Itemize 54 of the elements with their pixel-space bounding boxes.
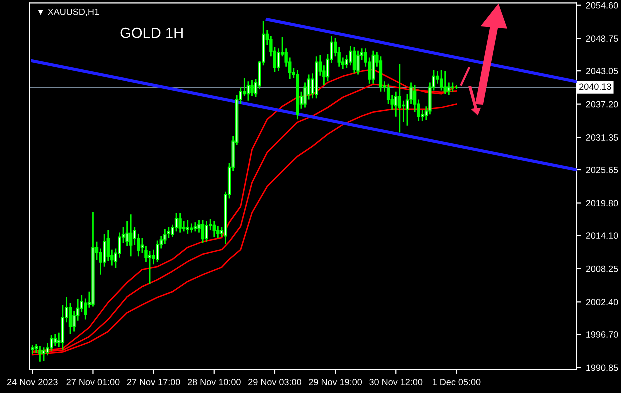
candlestick xyxy=(372,50,375,85)
candlestick xyxy=(194,222,198,232)
candlestick xyxy=(440,70,444,92)
y-tick-label: 2019.80 xyxy=(586,200,618,207)
candlestick xyxy=(444,70,447,95)
candlestick xyxy=(246,80,250,102)
candlestick xyxy=(216,225,220,240)
candlestick xyxy=(164,228,167,245)
candlestick xyxy=(243,77,246,98)
y-tick-label: 2043.05 xyxy=(586,68,618,74)
y-tick-label: 2048.75 xyxy=(586,36,618,42)
x-tick-label: 27 Nov 01:00 xyxy=(66,379,120,386)
x-tick-label: 24 Nov 2023 xyxy=(8,379,58,386)
candlestick xyxy=(148,250,152,286)
candlestick xyxy=(205,220,208,243)
candlestick xyxy=(212,220,216,238)
candlestick xyxy=(190,223,194,234)
x-tick-label: 29 Nov 03:00 xyxy=(248,379,302,386)
x-tick-label: 28 Nov 10:00 xyxy=(188,379,241,386)
x-tick-label: 27 Nov 17:00 xyxy=(127,379,180,386)
candlestick xyxy=(186,220,190,235)
y-tick-label: 2002.40 xyxy=(586,299,618,306)
candlestick xyxy=(54,333,57,348)
candlestick xyxy=(250,80,254,98)
y-tick-label: 1990.85 xyxy=(586,364,618,372)
candlestick xyxy=(352,46,356,74)
y-tick-label: 2014.10 xyxy=(586,232,618,240)
y-tick-label: 2025.65 xyxy=(586,166,618,174)
candlestick xyxy=(451,82,455,93)
candlestick xyxy=(38,346,42,363)
y-tick-label: 2037.20 xyxy=(586,101,618,108)
text: ▼ XAUUSD,H1 xyxy=(38,8,100,16)
y-tick-label: 2008.25 xyxy=(586,266,618,272)
candlestick xyxy=(178,212,182,234)
annotation: GOLD 1H xyxy=(120,28,183,38)
candlestick xyxy=(126,220,129,248)
ref-line-label: 2040.13 xyxy=(580,84,612,90)
candlestick xyxy=(398,64,402,134)
y-tick-label: 2031.35 xyxy=(586,134,618,141)
y-tick-label: 1996.70 xyxy=(586,332,618,338)
candlestick xyxy=(394,91,398,118)
candlestick xyxy=(448,82,451,96)
y-tick-label: 2054.60 xyxy=(586,2,618,9)
x-tick-label: 29 Nov 19:00 xyxy=(309,379,362,386)
candlestick xyxy=(156,240,160,264)
candlestick xyxy=(50,334,54,352)
x-tick-label: 30 Nov 12:00 xyxy=(370,379,423,386)
x-tick-label: 1 Dec 05:00 xyxy=(433,379,481,386)
candlestick xyxy=(356,50,360,76)
candlestick xyxy=(349,46,352,66)
candlestick xyxy=(42,346,46,362)
candlestick xyxy=(129,214,133,258)
candlestick xyxy=(201,220,205,244)
candlestick xyxy=(402,100,406,124)
